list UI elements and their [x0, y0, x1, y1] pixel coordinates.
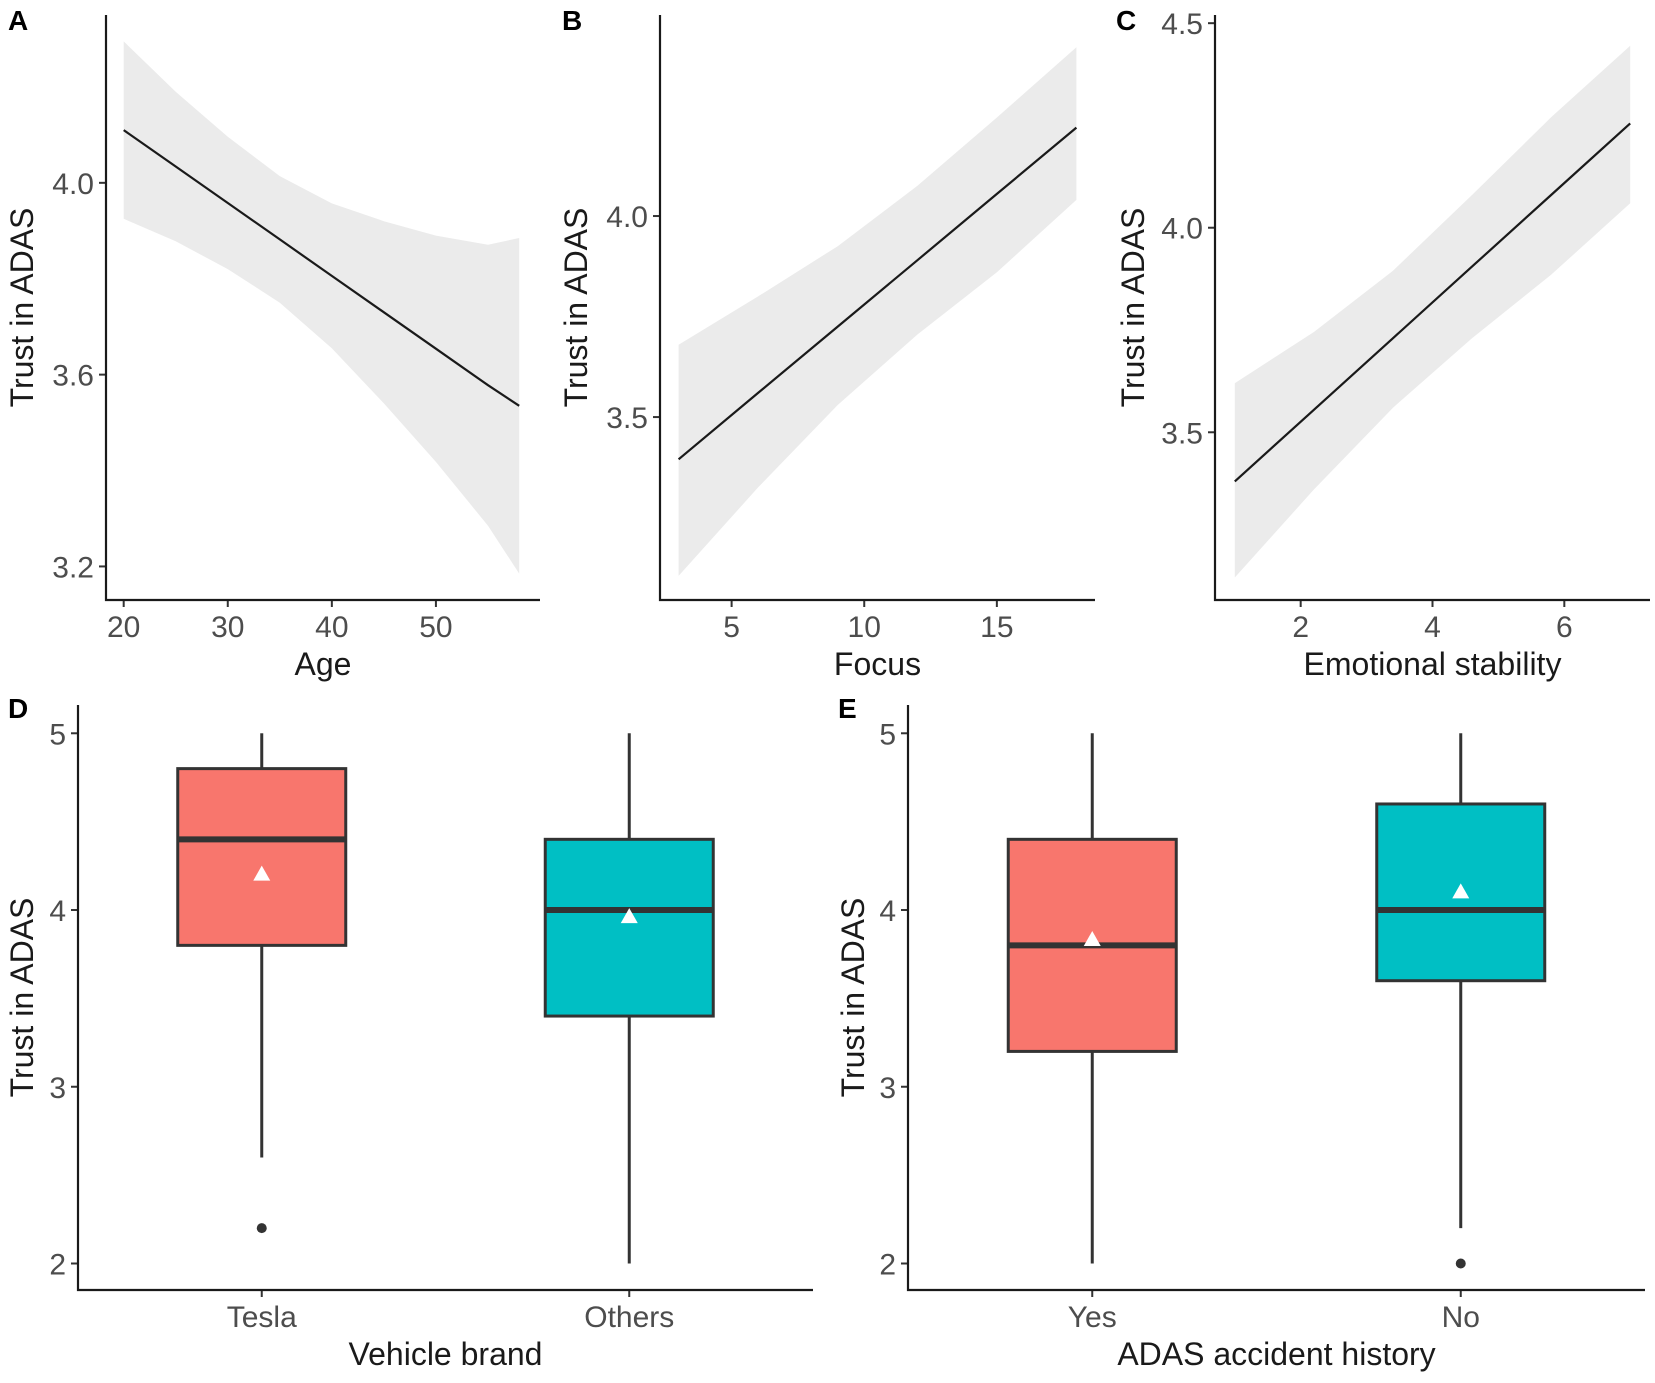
x-tick-label: No: [1442, 1301, 1480, 1334]
y-tick-label: 3: [49, 1072, 66, 1105]
y-tick-label: 4: [879, 895, 896, 928]
y-axis-title: Trust in ADAS: [835, 898, 871, 1098]
y-axis-title: Trust in ADAS: [4, 898, 40, 1098]
x-axis-title: Age: [295, 646, 352, 682]
axes: [76, 705, 813, 1292]
x-tick-label: 50: [419, 611, 452, 644]
outlier-point: [256, 1223, 267, 1234]
mean-marker: [1083, 931, 1101, 947]
x-tick-label: 5: [723, 611, 740, 644]
x-tick-label: Others: [584, 1301, 674, 1334]
y-tick-label: 4.0: [606, 201, 648, 234]
y-tick-label: 4.0: [52, 168, 94, 201]
y-tick-label: 3: [879, 1072, 896, 1105]
mean-marker: [253, 865, 271, 881]
mean-marker: [1452, 883, 1470, 899]
x-axis-title: Emotional stability: [1304, 646, 1562, 682]
confidence-band: [123, 41, 520, 574]
box-others: [543, 733, 715, 1264]
panel-label: B: [562, 5, 582, 36]
x-tick-label: 4: [1424, 611, 1441, 644]
panel-label: A: [8, 5, 28, 36]
x-tick-label: 2: [1292, 611, 1309, 644]
x-axis-title: Vehicle brand: [349, 1336, 543, 1372]
regression-line: [123, 129, 520, 407]
x-axis-title: ADAS accident history: [1117, 1336, 1435, 1372]
box-tesla: [176, 733, 348, 1234]
panel-b: B 5 10 15 3.5 4.0 Focus Trust in ADAS: [558, 5, 1095, 682]
y-tick-label: 4.5: [1161, 8, 1203, 41]
box-yes: [1006, 733, 1178, 1264]
panel-d: D Tesla Others 2 3 4 5 Vehicle brand Trust in AD…: [4, 693, 813, 1372]
confidence-band: [678, 47, 1077, 576]
y-tick-label: 3.6: [52, 360, 94, 393]
axes: [104, 15, 540, 602]
x-tick-label: 40: [315, 611, 348, 644]
panel-label: E: [838, 693, 857, 724]
y-tick-label: 3.5: [606, 402, 648, 435]
y-tick-label: 3.5: [1161, 417, 1203, 450]
y-axis-title: Trust in ADAS: [4, 208, 40, 408]
axes: [906, 705, 1645, 1292]
y-tick-label: 5: [49, 718, 66, 751]
x-axis-title: Focus: [834, 646, 921, 682]
panel-a: A 20 30 40 50 3.2 3.6 4.0 Age Trust in ADAS: [4, 5, 540, 682]
x-tick-label: 20: [107, 611, 140, 644]
box-body: [176, 767, 348, 947]
x-tick-label: Tesla: [227, 1301, 297, 1334]
y-axis-title: Trust in ADAS: [1115, 208, 1151, 408]
x-tick-label: 10: [848, 611, 881, 644]
y-axis-title: Trust in ADAS: [558, 208, 594, 408]
panel-c: C 2 4 6 3.5 4.0 4.5 Emotional stability Trust in…: [1115, 5, 1650, 682]
y-tick-label: 2: [879, 1248, 896, 1281]
panel-label: C: [1116, 5, 1136, 36]
y-tick-label: 5: [879, 718, 896, 751]
box-no: [1375, 733, 1547, 1269]
regression-line: [677, 126, 1078, 461]
x-tick-label: 15: [980, 611, 1013, 644]
y-tick-label: 2: [49, 1248, 66, 1281]
x-tick-label: Yes: [1068, 1301, 1117, 1334]
panel-label: D: [8, 693, 28, 724]
x-tick-label: 30: [211, 611, 244, 644]
y-tick-label: 4: [49, 895, 66, 928]
mean-marker: [620, 908, 638, 924]
regression-line: [1234, 122, 1631, 483]
confidence-band: [1234, 45, 1631, 578]
y-tick-label: 3.2: [52, 551, 94, 584]
axes: [658, 15, 1095, 602]
y-tick-label: 4.0: [1161, 213, 1203, 246]
x-tick-label: 6: [1556, 611, 1573, 644]
axes: [1213, 15, 1650, 602]
outlier-point: [1455, 1258, 1466, 1269]
panel-e: E Yes No 2 3 4 5 ADAS accident history Trust in …: [835, 693, 1645, 1372]
box-body: [543, 837, 715, 1018]
